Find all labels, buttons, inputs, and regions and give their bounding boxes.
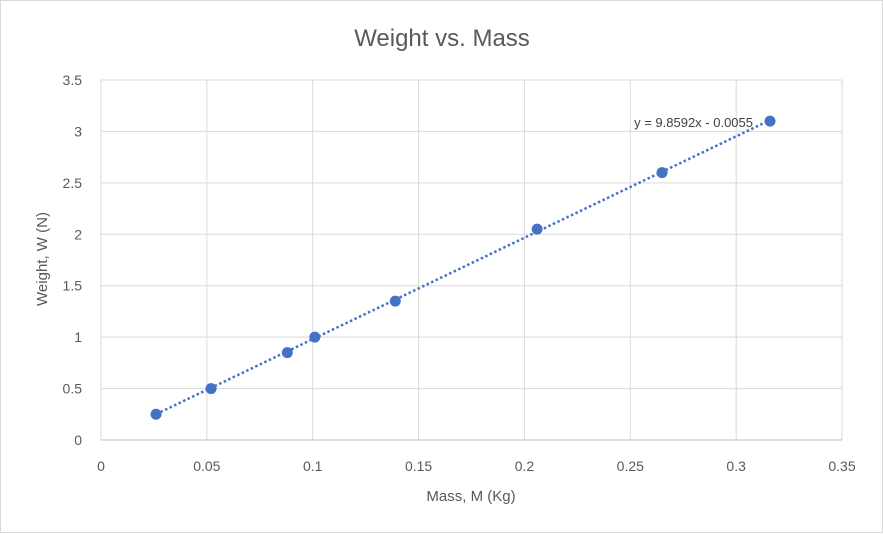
- data-point: [656, 167, 668, 179]
- y-tick-label: 0: [74, 432, 82, 448]
- gridlines: [101, 79, 843, 440]
- x-axis-title: Mass, M (Kg): [426, 488, 515, 505]
- data-point: [531, 223, 543, 235]
- x-tick-label: 0.1: [303, 458, 323, 474]
- linear-trendline: [155, 118, 771, 416]
- y-tick-labels: 0 0.5 1 1.5 2 2.5 3 3.5: [63, 72, 83, 448]
- trendline-layer: [155, 118, 771, 416]
- y-tick-label: 1.5: [63, 278, 83, 294]
- y-tick-label: 2: [74, 226, 82, 242]
- y-tick-label: 2.5: [63, 175, 83, 191]
- y-axis-title: Weight, W (N): [34, 212, 51, 306]
- trendline-equation: y = 9.8592x - 0.0055: [634, 115, 753, 130]
- y-tick-label: 3.5: [63, 72, 83, 88]
- x-tick-label: 0.2: [515, 458, 535, 474]
- x-tick-label: 0.15: [405, 458, 432, 474]
- data-point: [150, 408, 162, 420]
- data-point: [389, 295, 401, 307]
- data-point: [309, 331, 321, 343]
- y-tick-label: 3: [74, 123, 82, 139]
- data-point: [281, 347, 293, 359]
- data-point: [205, 383, 217, 395]
- y-tick-label: 1: [74, 329, 82, 345]
- data-points: [150, 115, 776, 420]
- data-point: [764, 115, 776, 127]
- x-tick-label: 0.25: [617, 458, 644, 474]
- x-tick-label: 0.35: [828, 458, 855, 474]
- x-tick-label: 0: [97, 458, 105, 474]
- x-tick-label: 0.05: [193, 458, 220, 474]
- y-tick-label: 0.5: [63, 381, 83, 397]
- x-tick-label: 0.3: [726, 458, 746, 474]
- chart-title: Weight vs. Mass: [354, 25, 530, 52]
- x-tick-labels: 0 0.05 0.1 0.15 0.2 0.25 0.3 0.35: [97, 458, 856, 474]
- axes: [100, 80, 842, 441]
